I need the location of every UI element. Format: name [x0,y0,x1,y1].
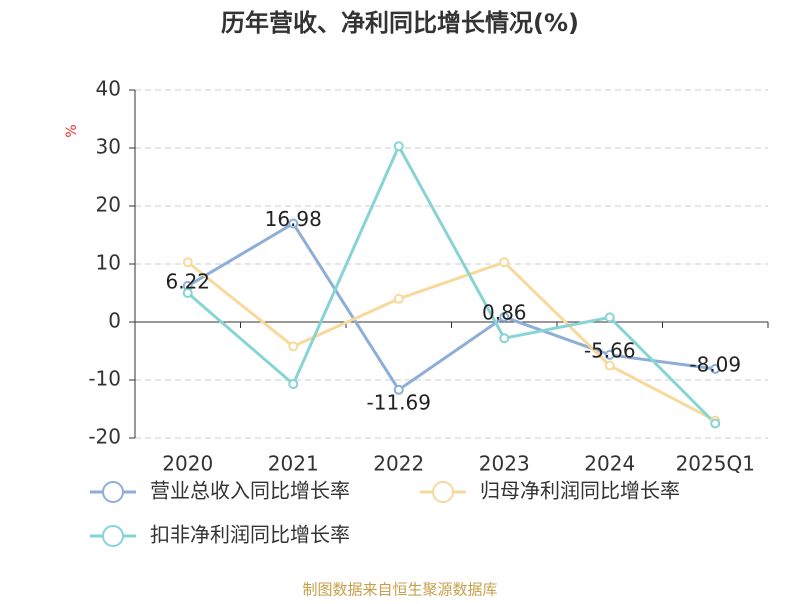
y-axis-label: % [64,124,80,137]
point [710,418,721,429]
y-tick-label: 0 [108,309,121,333]
data-label: 16.98 [265,207,322,231]
x-tick-label: 2020 [162,452,213,476]
legend-label: 营业总收入同比增长率 [150,479,350,503]
legend-marker [102,481,124,503]
point [393,141,404,152]
chart-title: 历年营收、净利同比增长情况(%) [221,9,579,37]
point [604,360,615,371]
y-tick-label: -20 [88,425,121,449]
point [710,363,721,374]
point [499,333,510,344]
legend-label: 扣非净利润同比增长率 [150,523,350,547]
point [393,293,404,304]
data-label: 0.86 [482,301,527,325]
x-tick-label: 2023 [479,452,530,476]
y-tick-label: 10 [96,251,121,275]
legend-marker [432,481,454,503]
x-tick-label: 2025Q1 [676,452,755,476]
y-tick-label: 30 [96,135,121,159]
x-tick-label: 2024 [584,452,635,476]
source-note: 制图数据来自恒生聚源数据库 [302,581,497,599]
x-tick-label: 2022 [373,452,424,476]
point [499,257,510,268]
data-label: -8.09 [689,352,741,376]
series-line [186,260,716,422]
point [499,312,510,323]
point [182,288,193,298]
point [288,218,299,229]
legend-label: 归母净利润同比增长率 [480,479,680,503]
data-label: -5.66 [584,338,636,362]
point [288,341,299,352]
point [288,379,299,390]
point [182,257,193,268]
point [604,312,615,323]
point [604,349,615,360]
legend-marker [102,525,124,547]
x-tick-label: 2021 [268,452,319,476]
point [393,384,404,395]
series-line [186,221,716,392]
data-label: 6.22 [165,269,210,293]
y-tick-label: 40 [96,77,121,101]
y-tick-label: -10 [88,367,121,391]
series-line [186,142,717,425]
data-label: -11.69 [367,390,431,414]
y-tick-label: 20 [96,193,121,217]
